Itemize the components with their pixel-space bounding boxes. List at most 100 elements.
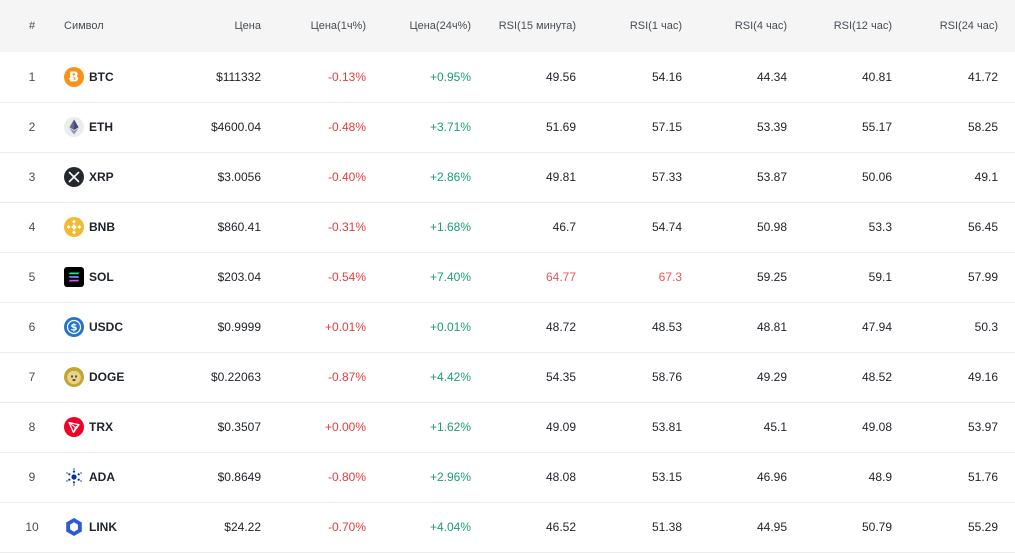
- row-symbol-cell[interactable]: LINK: [64, 502, 179, 552]
- table-row[interactable]: 3 XRP $3.0056 -0.40% +2.86% 49.81 57.33 …: [0, 152, 1015, 202]
- row-rsi-1h: 53.81: [651, 420, 682, 434]
- row-price: $0.3507: [217, 420, 261, 434]
- row-symbol[interactable]: DOGE: [89, 370, 125, 384]
- row-rsi-15m: 64.77: [545, 270, 576, 284]
- row-change-24h: +4.42%: [429, 370, 471, 384]
- row-rsi-1h: 58.76: [651, 370, 682, 384]
- table-row[interactable]: 2 ETH $4600.04 -0.48% +3.71% 51.69 57.15…: [0, 102, 1015, 152]
- table-row[interactable]: 6 $ USDC $0.9999 +0.01% +0.01% 48.72 48.…: [0, 302, 1015, 352]
- bnb-icon: [64, 217, 84, 237]
- row-rsi-24h: 53.97: [967, 420, 998, 434]
- header-rsi-24h[interactable]: RSI(24 час): [939, 20, 998, 32]
- row-symbol[interactable]: TRX: [89, 420, 113, 434]
- header-price[interactable]: Цена: [234, 20, 261, 32]
- row-symbol[interactable]: USDC: [89, 320, 124, 334]
- row-rsi-1h: 48.53: [651, 320, 682, 334]
- header-rsi-15m[interactable]: RSI(15 минута): [498, 20, 576, 32]
- row-rsi-12h: 48.52: [861, 370, 892, 384]
- usdc-icon: $: [64, 317, 84, 337]
- row-change-24h: +0.95%: [429, 69, 471, 84]
- row-change-1h: -0.54%: [327, 270, 366, 284]
- row-change-24h: +4.04%: [429, 520, 471, 534]
- row-change-1h: -0.70%: [327, 520, 366, 534]
- header-symbol[interactable]: Символ: [64, 20, 104, 32]
- row-symbol-cell[interactable]: XRP: [64, 152, 179, 202]
- row-rsi-24h: 55.29: [967, 520, 998, 534]
- row-rsi-12h: 59.1: [868, 270, 892, 284]
- row-symbol[interactable]: BNB: [89, 220, 115, 234]
- row-rsi-24h: 56.45: [967, 220, 998, 234]
- row-change-1h: -0.31%: [327, 220, 366, 234]
- row-change-1h: +0.01%: [324, 320, 366, 334]
- table-row[interactable]: 10 LINK $24.22 -0.70% +4.04% 46.52 51.38…: [0, 502, 1015, 552]
- header-rsi-4h[interactable]: RSI(4 час): [734, 20, 787, 32]
- row-rsi-4h: 44.95: [756, 520, 787, 534]
- row-price: $24.22: [224, 520, 261, 534]
- row-price: $111332: [216, 69, 261, 84]
- row-rsi-24h: 41.72: [967, 69, 998, 84]
- row-symbol[interactable]: XRP: [89, 170, 114, 184]
- row-symbol-cell[interactable]: BNB: [64, 202, 179, 252]
- row-rsi-24h: 57.99: [967, 270, 998, 284]
- row-change-24h: +7.40%: [429, 270, 471, 284]
- dogecoin-icon: [64, 367, 84, 387]
- row-rsi-24h: 58.25: [967, 120, 998, 134]
- row-index: 8: [28, 420, 36, 434]
- row-price: $860.41: [217, 220, 261, 234]
- row-price: $0.22063: [210, 370, 261, 384]
- row-rsi-24h: 49.1: [974, 170, 998, 184]
- row-change-24h: +2.86%: [429, 170, 471, 184]
- row-price: $0.9999: [217, 320, 261, 334]
- solana-icon: [64, 267, 84, 287]
- row-change-1h: -0.48%: [327, 120, 366, 134]
- row-change-24h: +0.01%: [429, 320, 471, 334]
- table-row[interactable]: 4 BNB $860.41 -0.31% +1.68% 46.7 54.74 5…: [0, 202, 1015, 252]
- row-symbol[interactable]: ADA: [89, 470, 115, 484]
- table-row[interactable]: 7 DOGE $0.22063 -0.87% +4.42% 54.35 58.7…: [0, 352, 1015, 402]
- row-change-1h: -0.87%: [327, 370, 366, 384]
- header-change-1h[interactable]: Цена(1ч%): [310, 20, 366, 32]
- table-row[interactable]: 1 Ƀ BTC $111332 -0.13% +0.95% 49.56 54.1…: [0, 52, 1015, 102]
- row-index: 7: [28, 370, 36, 384]
- row-change-24h: +1.68%: [429, 220, 471, 234]
- row-rsi-24h: 50.3: [974, 320, 998, 334]
- table-row[interactable]: 8 TRX $0.3507 +0.00% +1.62% 49.09 53.81 …: [0, 402, 1015, 452]
- row-rsi-4h: 44.34: [756, 69, 787, 84]
- row-symbol[interactable]: BTC: [89, 69, 114, 84]
- xrp-icon: [64, 167, 84, 187]
- row-rsi-15m: 49.56: [545, 69, 576, 84]
- row-symbol[interactable]: ETH: [89, 120, 113, 134]
- row-price: $4600.04: [210, 120, 261, 134]
- table-row[interactable]: 9 ADA $0.8649 -0.80% +2.96% 48.08 53.15 …: [0, 452, 1015, 502]
- row-symbol[interactable]: SOL: [89, 270, 114, 284]
- header-rsi-1h[interactable]: RSI(1 час): [629, 20, 682, 32]
- row-rsi-15m: 48.08: [545, 470, 576, 484]
- row-rsi-15m: 54.35: [545, 370, 576, 384]
- row-symbol-cell[interactable]: $ USDC: [64, 302, 179, 352]
- header-rsi-12h[interactable]: RSI(12 час): [833, 20, 892, 32]
- row-rsi-4h: 53.39: [756, 120, 787, 134]
- row-price: $203.04: [217, 270, 261, 284]
- row-symbol-cell[interactable]: ADA: [64, 452, 179, 502]
- row-rsi-12h: 53.3: [868, 220, 892, 234]
- row-symbol-cell[interactable]: Ƀ BTC: [64, 52, 179, 102]
- header-change-24h[interactable]: Цена(24ч%): [409, 20, 471, 32]
- row-price: $3.0056: [217, 170, 261, 184]
- row-rsi-15m: 49.09: [545, 420, 576, 434]
- row-index: 9: [28, 470, 36, 484]
- svg-text:$: $: [71, 323, 78, 334]
- row-symbol-cell[interactable]: TRX: [64, 402, 179, 452]
- row-symbol-cell[interactable]: ETH: [64, 102, 179, 152]
- row-rsi-15m: 48.72: [545, 320, 576, 334]
- row-rsi-4h: 48.81: [756, 320, 787, 334]
- row-symbol-cell[interactable]: SOL: [64, 252, 179, 302]
- row-rsi-12h: 48.9: [868, 470, 892, 484]
- row-rsi-4h: 59.25: [756, 270, 787, 284]
- row-symbol[interactable]: LINK: [89, 520, 117, 534]
- row-rsi-1h: 54.74: [651, 220, 682, 234]
- row-rsi-12h: 49.08: [861, 420, 892, 434]
- table-row[interactable]: 5 SOL $203.04 -0.54% +7.40% 64.77 67.3 5…: [0, 252, 1015, 302]
- row-symbol-cell[interactable]: DOGE: [64, 352, 179, 402]
- row-rsi-24h: 51.76: [967, 470, 998, 484]
